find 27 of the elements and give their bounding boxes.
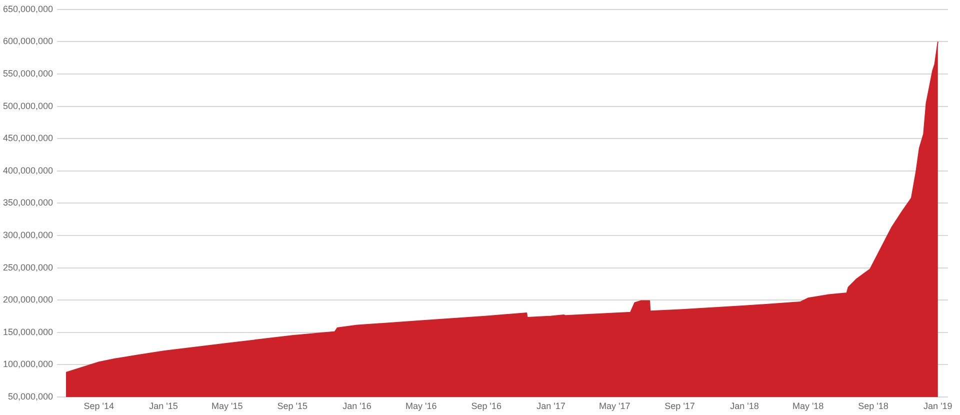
x-tick-label: Sep '14: [84, 400, 114, 411]
y-tick-label: 400,000,000: [2, 165, 53, 176]
y-tick-label: 100,000,000: [2, 359, 53, 370]
x-tick-label: Sep '17: [664, 400, 695, 411]
y-tick-label: 200,000,000: [2, 294, 53, 305]
y-tick-label: 250,000,000: [2, 262, 53, 272]
x-tick-label: May '16: [406, 400, 437, 411]
y-tick-label: 550,000,000: [2, 68, 53, 78]
y-tick-label: 500,000,000: [2, 100, 53, 111]
y-tick-label: 450,000,000: [2, 133, 53, 144]
x-tick-label: May '18: [792, 400, 824, 411]
x-tick-label: May '17: [598, 400, 630, 411]
y-tick-label: 300,000,000: [2, 230, 53, 240]
y-tick-label: 600,000,000: [2, 36, 53, 46]
x-tick-label: Sep '16: [471, 400, 502, 411]
x-tick-label: Jan '16: [342, 400, 372, 411]
x-tick-label: Jan '17: [536, 400, 566, 411]
x-tick-label: May '15: [212, 400, 243, 411]
y-tick-label: 150,000,000: [2, 326, 53, 337]
y-tick-label: 650,000,000: [2, 4, 53, 14]
y-tick-label: 350,000,000: [2, 198, 53, 208]
y-tick-label: 50,000,000: [8, 391, 53, 402]
x-tick-label: Sep '15: [277, 400, 308, 411]
x-tick-label: Jan '18: [730, 400, 759, 411]
x-tick-label: Jan '15: [149, 400, 178, 411]
x-tick-label: Jan '19: [924, 400, 952, 411]
x-tick-label: Sep '18: [858, 400, 888, 411]
